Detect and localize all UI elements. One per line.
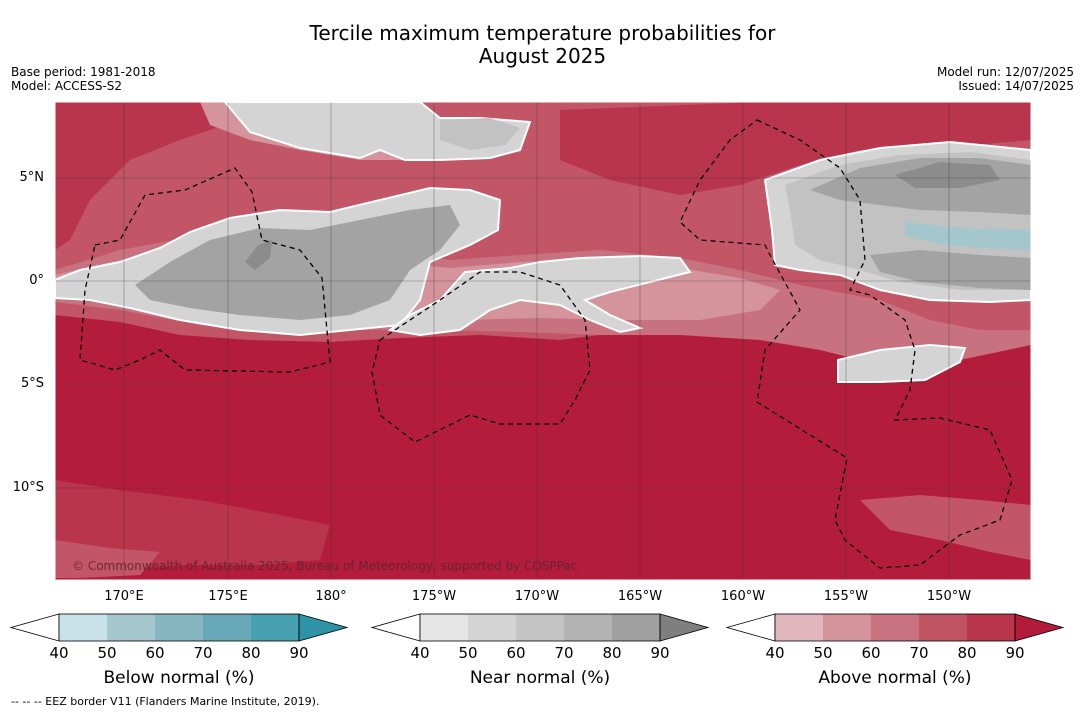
near-60-north [440, 118, 520, 150]
base-period: Base period: 1981-2018 [11, 65, 156, 79]
above-tick-70: 70 [909, 644, 929, 662]
eez-borders [79, 119, 1013, 569]
below-tick-40: 40 [49, 644, 69, 662]
lat-label-0: 0° [29, 273, 44, 288]
below-cbar-min-arrow [9, 613, 60, 642]
near-cbar-min-arrow [370, 613, 421, 642]
lon-label-165w: 165°W [617, 589, 663, 604]
chart-title: Tercile maximum temperature probabilitie… [0, 22, 1085, 68]
eez-kiribati-line [679, 119, 1013, 569]
model-name: Model: ACCESS-S2 [11, 79, 123, 93]
lon-label-170e: 170°E [104, 589, 144, 604]
lon-label-155w: 155°W [823, 589, 869, 604]
colorbar-above-normal [725, 613, 1065, 642]
lat-label-5n: 5°N [19, 170, 45, 185]
issued-date: Issued: 14/07/2025 [958, 79, 1074, 93]
below-cbar-seg-70-80 [203, 614, 251, 641]
below-tick-90: 90 [289, 644, 309, 662]
lon-label-180: 180° [315, 589, 347, 604]
lon-label-170w: 170°W [514, 589, 560, 604]
lon-label-175e: 175°E [208, 589, 248, 604]
lon-label-160w: 160°W [720, 589, 766, 604]
below-cbar-max-arrow [298, 613, 349, 642]
colorbar-near-normal [370, 613, 710, 642]
near-tick-50: 50 [458, 644, 478, 662]
graticule [55, 102, 1031, 580]
eez-kiribati-phoenix [371, 271, 591, 443]
lon-label-150w: 150°W [926, 589, 972, 604]
below-cbar-outline [58, 613, 300, 642]
below-cbar-seg-60-70 [155, 614, 203, 641]
above-tick-60: 60 [861, 644, 881, 662]
eez-kiribati-gilbert [79, 167, 331, 373]
below-tick-70: 70 [193, 644, 213, 662]
above-80-band-east [560, 102, 1031, 195]
near-cbar-seg-40-50 [420, 614, 468, 641]
above-tick-40: 40 [765, 644, 785, 662]
near-tick-80: 80 [602, 644, 622, 662]
above-tick-50: 50 [813, 644, 833, 662]
colorbar-label-near: Near normal (%) [469, 668, 611, 688]
near-80-east [895, 162, 1000, 188]
near-tick-70: 70 [554, 644, 574, 662]
above-70-southeast [860, 495, 1031, 560]
below-normal-patch [905, 222, 1031, 250]
near-cbar-seg-60-70 [516, 614, 564, 641]
lon-label-175w: 175°W [411, 589, 457, 604]
colorbar-below-normal [9, 613, 349, 642]
above-80-band-north [55, 102, 240, 250]
above-tick-80: 80 [957, 644, 977, 662]
copyright-notice: © Commonwealth of Australia 2025, Bureau… [72, 559, 578, 573]
probability-field [55, 102, 1031, 580]
near-70-east-lower [870, 250, 1031, 290]
colorbar-label-below: Below normal (%) [103, 668, 255, 688]
above-70-southwest [55, 540, 160, 578]
above-cbar-max-arrow [1014, 613, 1065, 642]
title-line-1: Tercile maximum temperature probabilitie… [309, 21, 776, 45]
above-cbar-seg-60-70 [871, 614, 919, 641]
near-normal-north [223, 102, 532, 161]
near-cbar-seg-50-60 [468, 614, 516, 641]
below-cbar-seg-40-50 [59, 614, 107, 641]
near-cbar-max-arrow [659, 613, 710, 642]
near-tick-60: 60 [506, 644, 526, 662]
eez-footnote: -- -- -- EEZ border V11 (Flanders Marine… [11, 695, 320, 708]
below-cbar-seg-50-60 [107, 614, 155, 641]
title-line-2: August 2025 [478, 44, 607, 68]
above-cbar-seg-40-50 [775, 614, 823, 641]
near-cbar-seg-80-90 [612, 614, 660, 641]
near-normal-southeast [837, 343, 967, 383]
below-tick-80: 80 [241, 644, 261, 662]
near-70-west [135, 205, 460, 320]
near-cbar-outline [419, 613, 661, 642]
near-cbar-seg-70-80 [564, 614, 612, 641]
below-cbar-seg-80-90 [251, 614, 299, 641]
above-cbar-seg-70-80 [919, 614, 967, 641]
map-frame [54, 101, 1032, 581]
lat-label-5s: 5°S [20, 376, 44, 391]
above-cbar-seg-80-90 [967, 614, 1015, 641]
below-tick-60: 60 [145, 644, 165, 662]
below-tick-50: 50 [97, 644, 117, 662]
above-cbar-outline [774, 613, 1016, 642]
above-tick-90: 90 [1005, 644, 1025, 662]
meta-left: Base period: 1981-2018 Model: ACCESS-S2 [11, 65, 156, 93]
meta-right: Model run: 12/07/2025 Issued: 14/07/2025 [937, 65, 1074, 93]
near-tick-90: 90 [650, 644, 670, 662]
model-run: Model run: 12/07/2025 [936, 65, 1074, 79]
colorbar-label-above: Above normal (%) [818, 668, 972, 688]
above-cbar-seg-50-60 [823, 614, 871, 641]
near-tick-40: 40 [410, 644, 430, 662]
near-80-west [245, 240, 272, 270]
above-cbar-min-arrow [725, 613, 776, 642]
lat-label-10s: 10°S [12, 480, 44, 495]
